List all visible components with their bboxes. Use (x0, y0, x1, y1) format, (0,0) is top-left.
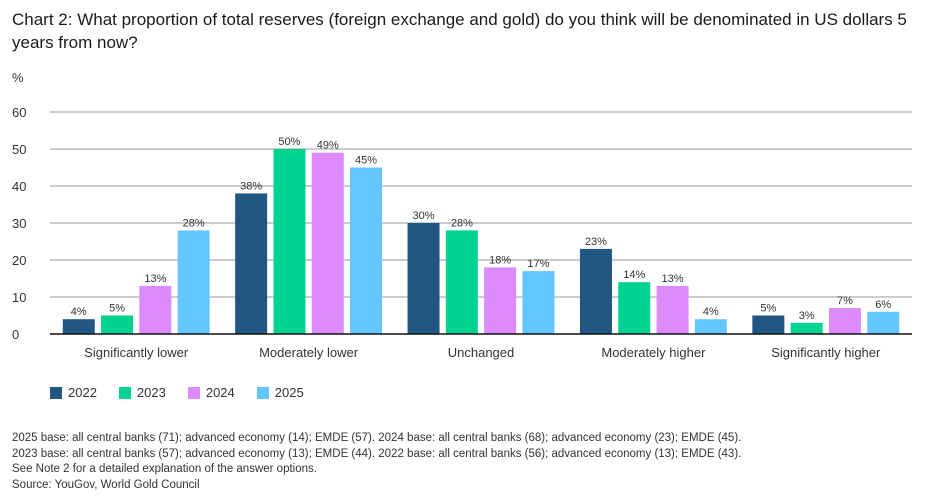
data-label: 49% (317, 140, 339, 152)
legend-label: 2022 (68, 385, 97, 400)
y-tick-label: 50 (12, 142, 26, 157)
bar-2022 (752, 315, 785, 334)
bar-2023 (273, 149, 306, 334)
legend-item: 2024 (187, 385, 235, 400)
source-line: Source: YouGov, World Gold Council (12, 478, 200, 491)
y-tick-label: 60 (12, 105, 26, 120)
data-label: 28% (451, 217, 473, 229)
data-label: 4% (71, 306, 87, 318)
data-label: 13% (662, 273, 684, 285)
data-label: 30% (413, 210, 435, 222)
legend-swatch (50, 386, 62, 399)
legend-item: 2025 (256, 385, 304, 400)
note-line: See Note 2 for a detailed explanation of… (12, 463, 317, 475)
legend-swatch (118, 386, 131, 399)
data-label: 45% (355, 155, 377, 167)
note-line: 2023 base: all central banks (57); advan… (12, 447, 742, 460)
x-tick-label: Significantly lower (84, 345, 189, 360)
data-label: 5% (760, 303, 776, 315)
x-tick-label: Unchanged (448, 345, 515, 360)
bar-2024 (656, 285, 689, 334)
y-tick-label: 30 (12, 216, 26, 231)
data-label: 5% (109, 303, 125, 315)
y-tick-label: 40 (12, 179, 26, 194)
y-tick-label: 10 (12, 290, 26, 305)
legend-label: 2023 (136, 385, 166, 400)
bar-2024 (311, 152, 344, 334)
y-tick-label: 0 (12, 327, 19, 342)
data-label: 28% (183, 217, 205, 229)
bar-2024 (828, 308, 861, 334)
bar-2025 (350, 167, 383, 334)
bar-2025 (694, 319, 727, 334)
data-label: 3% (799, 310, 815, 322)
data-label: 7% (837, 295, 853, 307)
data-label: 13% (144, 273, 166, 285)
x-tick-label: Moderately higher (601, 345, 706, 360)
bar-2025 (177, 230, 210, 334)
legend: 2022 2023 2024 2025 (50, 385, 304, 400)
bar-2025 (522, 271, 555, 334)
footnotes: 2025 base: all central banks (71); advan… (12, 431, 741, 493)
data-label: 38% (240, 180, 262, 192)
x-tick-label: Significantly higher (771, 345, 881, 360)
bar-2022 (579, 248, 612, 334)
bar-2024 (139, 285, 172, 334)
data-label: 4% (703, 306, 719, 318)
legend-label: 2024 (205, 385, 235, 400)
data-label: 17% (527, 258, 549, 270)
data-label: 23% (585, 236, 607, 248)
bar-2023 (618, 282, 651, 334)
y-axis-unit: % (12, 70, 24, 85)
bar-2023 (101, 315, 134, 334)
data-label: 18% (489, 254, 511, 266)
legend-label: 2025 (274, 385, 304, 400)
bar-2023 (445, 230, 478, 334)
legend-swatch (187, 386, 200, 399)
data-label: 50% (278, 136, 300, 148)
data-label: 6% (875, 299, 891, 311)
note-line: 2025 base: all central banks (71); advan… (12, 432, 742, 444)
bar-2025 (867, 311, 900, 334)
bar-2022 (235, 193, 268, 334)
chart-title: Chart 2: What proportion of total reserv… (12, 10, 907, 52)
x-tick-label: Moderately lower (259, 345, 359, 360)
legend-item: 2022 (50, 385, 97, 400)
bar-2022 (62, 319, 95, 334)
bar-2023 (790, 322, 823, 334)
y-tick-label: 20 (12, 253, 26, 268)
legend-swatch (256, 386, 269, 399)
legend-item: 2023 (118, 385, 166, 400)
data-label: 14% (623, 269, 645, 281)
bar-2024 (484, 267, 517, 334)
bar-2022 (407, 223, 440, 334)
